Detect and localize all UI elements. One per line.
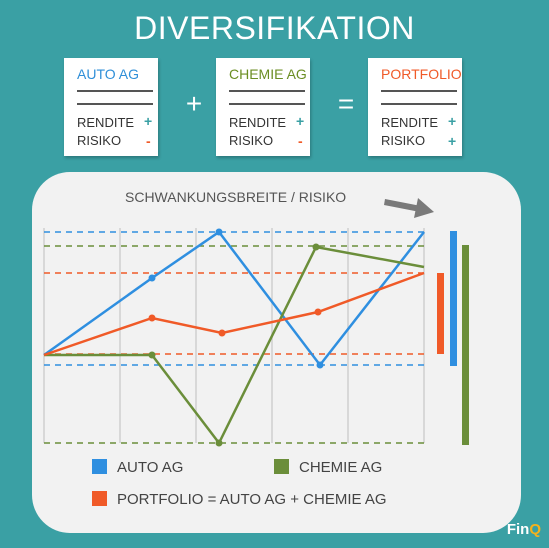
- chemie-ag-point: [215, 439, 223, 447]
- legend-chemie-ag-label: CHEMIE AG: [299, 459, 383, 476]
- card-line: [77, 90, 153, 92]
- portfolio-point: [314, 308, 322, 316]
- chemie-ag-point: [148, 351, 156, 359]
- auto-ag-range-bar: [450, 231, 457, 366]
- legend-portfolio-label: PORTFOLIO = AUTO AG + CHEMIE AG: [117, 491, 387, 508]
- chemie-ag-point: [312, 243, 320, 251]
- card-line: [229, 103, 305, 105]
- card-chemie-ag-name: CHEMIE AG: [229, 66, 307, 82]
- equals-operator: =: [337, 88, 355, 119]
- card-portfolio: PORTFOLIO RENDITE + RISIKO +: [368, 58, 462, 156]
- auto-ag-line: [43, 230, 425, 368]
- legend-portfolio-swatch: [92, 491, 107, 506]
- card-line: [381, 103, 457, 105]
- card-auto-ag-name: AUTO AG: [77, 66, 139, 82]
- auto-ag-point: [215, 228, 223, 236]
- card-auto-ag-risiko-label: RISIKO: [77, 133, 122, 148]
- auto-ag-point: [316, 361, 324, 369]
- annotation-arrow-icon: [384, 198, 434, 218]
- card-line: [229, 90, 305, 92]
- plus-operator: +: [185, 88, 203, 119]
- risk-annotation: SCHWANKUNGSBREITE / RISIKO: [125, 189, 347, 205]
- portfolio-point: [218, 329, 226, 337]
- card-auto-ag: AUTO AG RENDITE + RISIKO -: [64, 58, 158, 156]
- page-title: DIVERSIFIKATION: [134, 10, 415, 46]
- card-chemie-ag-rendite-label: RENDITE: [229, 115, 287, 130]
- brand-logo: FinQ: [507, 521, 541, 538]
- portfolio-point: [148, 314, 156, 322]
- card-portfolio-rendite-sign: +: [448, 113, 457, 129]
- card-chemie-ag: CHEMIE AG RENDITE + RISIKO -: [216, 58, 310, 156]
- card-auto-ag-rendite-label: RENDITE: [77, 115, 135, 130]
- brand-accent: Q: [529, 521, 541, 538]
- card-chemie-ag-risiko-label: RISIKO: [229, 133, 274, 148]
- legend-chemie-ag-swatch: [274, 459, 289, 474]
- card-portfolio-name: PORTFOLIO: [381, 66, 462, 82]
- card-auto-ag-rendite-sign: +: [144, 113, 153, 129]
- portfolio-range-bar: [437, 273, 444, 354]
- legend-auto-ag-swatch: [92, 459, 107, 474]
- card-line: [77, 103, 153, 105]
- card-line: [381, 90, 457, 92]
- auto-ag-point: [148, 274, 156, 282]
- card-auto-ag-risiko-sign: -: [146, 133, 151, 149]
- card-chemie-ag-risiko-sign: -: [298, 133, 303, 149]
- card-portfolio-rendite-label: RENDITE: [381, 115, 439, 130]
- chemie-ag-line: [44, 245, 425, 446]
- brand-main: Fin: [506, 521, 530, 538]
- card-chemie-ag-rendite-sign: +: [296, 113, 305, 129]
- card-portfolio-risiko-sign: +: [448, 133, 457, 149]
- legend-auto-ag-label: AUTO AG: [117, 459, 184, 476]
- chemie-ag-range-bar: [462, 245, 469, 445]
- card-portfolio-risiko-label: RISIKO: [381, 133, 426, 148]
